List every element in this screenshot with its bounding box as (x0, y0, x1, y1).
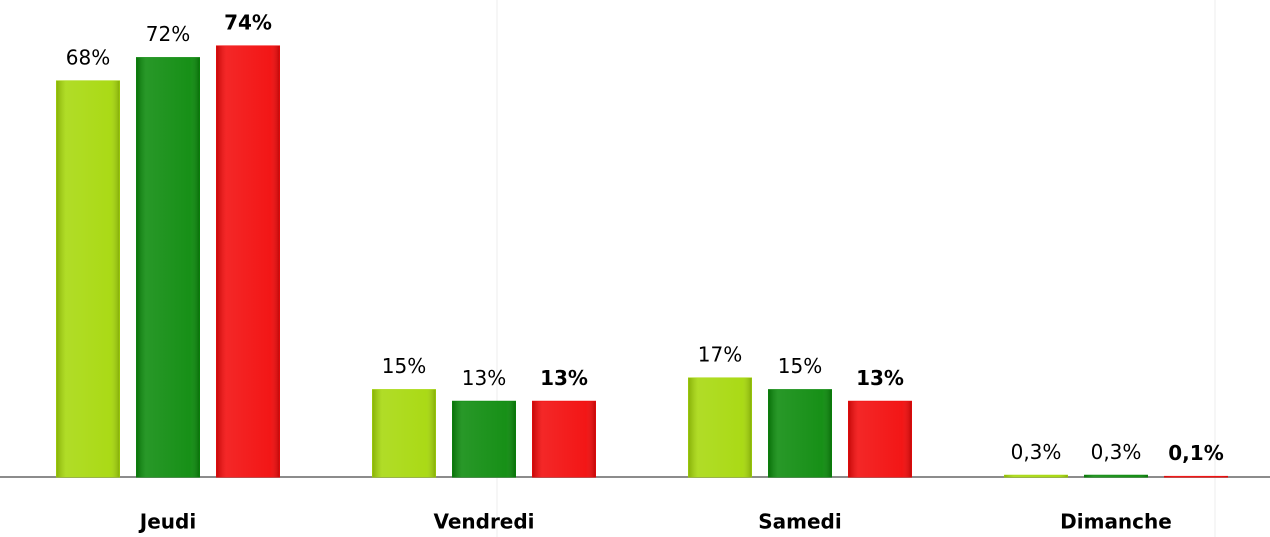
value-label: 15% (382, 354, 426, 378)
value-label: 0,3% (1011, 440, 1062, 464)
value-label: 68% (66, 45, 110, 69)
bar-shine (372, 389, 436, 477)
bar-shine (1004, 475, 1068, 477)
value-label: 0,1% (1168, 441, 1223, 465)
bar-shine (688, 377, 752, 477)
bar-shine (1164, 476, 1228, 477)
value-label: 17% (698, 342, 742, 366)
bar-shine (768, 389, 832, 477)
bar-shine (532, 401, 596, 477)
bar-shine (1084, 475, 1148, 477)
value-label: 13% (856, 366, 904, 390)
bar-shine (452, 401, 516, 477)
value-label: 13% (462, 366, 506, 390)
bar-shine (56, 80, 120, 478)
value-label: 15% (778, 354, 822, 378)
value-label: 13% (540, 366, 588, 390)
x-tick-label: Samedi (758, 510, 841, 534)
x-tick-label: Dimanche (1060, 510, 1172, 534)
bar-shine (216, 45, 280, 477)
value-label: 74% (224, 10, 272, 34)
bar-shine (848, 401, 912, 477)
x-tick-label: Jeudi (138, 510, 196, 534)
x-tick-label: Vendredi (433, 510, 534, 534)
bar-shine (136, 57, 200, 477)
value-label: 0,3% (1091, 440, 1142, 464)
value-label: 72% (146, 22, 190, 46)
